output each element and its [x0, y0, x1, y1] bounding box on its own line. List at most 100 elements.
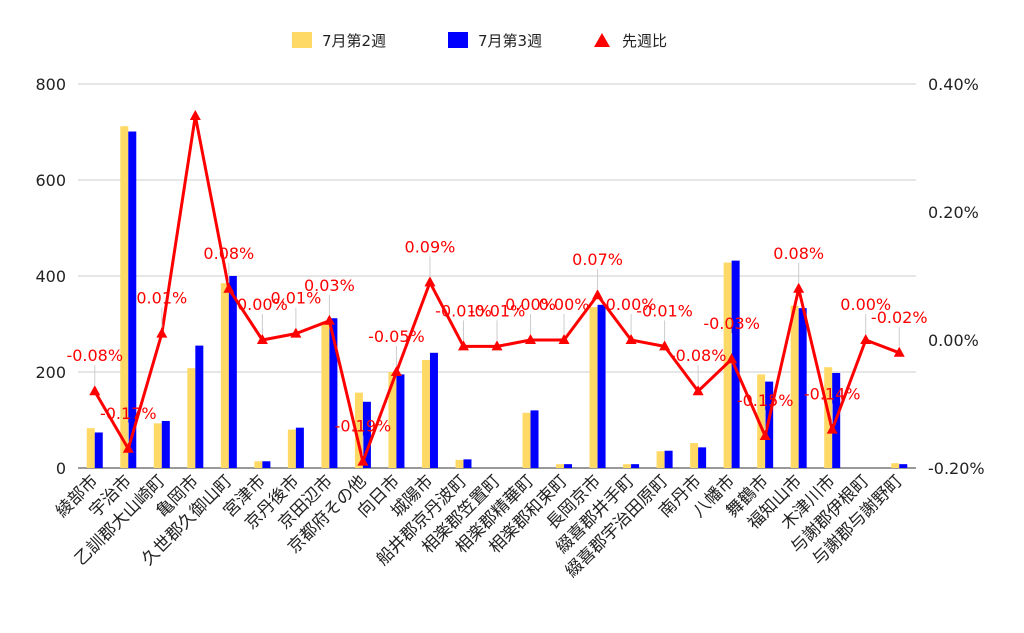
bar-week2 [354, 392, 363, 468]
ratio-data-label: -0.17% [100, 404, 157, 423]
bar-week2 [656, 451, 665, 468]
ratio-data-label: 0.08% [203, 244, 254, 263]
ratio-data-label: -0.14% [804, 385, 861, 404]
y-left-tick-label: 0 [56, 459, 66, 478]
bar-week3 [128, 131, 137, 468]
bar-week2 [522, 412, 531, 468]
ratio-point [625, 334, 637, 344]
legend: 7月第2週 7月第3週 先週比 [292, 32, 667, 50]
bar-week2 [723, 262, 732, 468]
ratio-data-label: -0.03% [703, 314, 760, 333]
ratio-data-label: -0.01% [469, 301, 526, 320]
ratio-data-label: -0.05% [368, 327, 425, 346]
ratio-point [357, 455, 369, 466]
ratio-point [89, 385, 101, 396]
ratio-data-label: 0.00% [840, 295, 891, 314]
bar-week3 [429, 352, 438, 468]
ratio-point [424, 276, 436, 287]
ratio-data-label: -0.01% [435, 301, 492, 320]
bar-week3 [731, 260, 740, 468]
bar-week3 [295, 427, 304, 468]
ratio-data-label: 0.00% [606, 295, 657, 314]
legend-swatch-week2 [292, 32, 312, 48]
bar-week2 [623, 464, 632, 468]
axes: 0200400600800-0.20%0.00%0.20%0.40%綾部市宇治市… [35, 75, 984, 582]
legend-label: 7月第3週 [478, 32, 542, 50]
ratio-data-label: -0.08% [670, 346, 727, 365]
bar-week3 [396, 374, 405, 468]
bar-week2 [187, 368, 196, 468]
ratio-data-label: -0.15% [737, 391, 794, 410]
ratio-point [390, 366, 402, 376]
y-right-tick-label: -0.20% [928, 459, 985, 478]
bar-week2 [589, 307, 598, 468]
ratio-point [457, 340, 469, 351]
bar-week2 [690, 443, 699, 468]
bar-week2 [421, 360, 430, 468]
legend-swatch-week3 [448, 32, 468, 48]
ratio-point [491, 340, 503, 351]
bar-week2 [86, 428, 95, 468]
ratio-point [558, 334, 570, 344]
bar-week3 [262, 461, 271, 468]
ratio-data-label: 0.08% [773, 244, 824, 263]
ratio-point [726, 353, 738, 364]
bar-week2 [455, 459, 464, 468]
bar-week3 [228, 276, 237, 468]
bar-week3 [463, 459, 472, 468]
ratio-data-label: 0.03% [304, 276, 355, 295]
y-right-tick-label: 0.00% [928, 331, 979, 350]
bar-week2 [254, 461, 263, 468]
bar-week2 [891, 463, 900, 468]
bar-week2 [153, 423, 162, 468]
bar-week2 [321, 321, 330, 468]
y-left-tick-label: 400 [35, 267, 66, 286]
legend-label: 7月第2週 [322, 32, 386, 50]
ratio-data-label: -0.01% [636, 301, 693, 320]
bar-week3 [798, 308, 807, 468]
ratio-data-label: 0.07% [572, 250, 623, 269]
bar-week3 [899, 464, 908, 468]
bar-week2 [120, 126, 129, 469]
bar-week3 [329, 318, 338, 468]
bar-week3 [597, 304, 606, 468]
ratio-data-label: -0.08% [66, 346, 123, 365]
y-left-tick-label: 600 [35, 171, 66, 190]
ratio-data-label: 0.00% [505, 295, 556, 314]
ratio-data-label: 0.09% [405, 237, 456, 256]
ratio-point [793, 282, 805, 293]
y-right-tick-label: 0.40% [928, 75, 979, 94]
ratio-point [893, 346, 905, 357]
ratio-data-label: 0.00% [539, 295, 590, 314]
bar-week2 [220, 283, 229, 468]
ratio-data-label: 0.00% [237, 295, 288, 314]
bar-week3 [631, 464, 640, 468]
legend-swatch-ratio [594, 33, 610, 47]
bar-week3 [698, 447, 707, 468]
ratio-point [759, 430, 771, 440]
ratio-point [525, 334, 537, 344]
ratio-point [223, 282, 235, 293]
bar-week3 [564, 464, 573, 468]
ratio-point [860, 334, 872, 344]
ratio-line [89, 110, 905, 466]
bar-week3 [362, 401, 371, 468]
ratio-point [156, 327, 168, 338]
bar-week3 [195, 345, 204, 468]
y-left-tick-label: 800 [35, 75, 66, 94]
y-right-tick-label: 0.20% [928, 203, 979, 222]
ratio-point [826, 423, 838, 434]
grid-lines [78, 83, 916, 469]
bar-week2 [287, 429, 296, 468]
legend-label: 先週比 [622, 32, 667, 50]
bar-week2 [556, 464, 565, 468]
ratio-data-label: 0.01% [270, 289, 321, 308]
ratio-data-label: -0.02% [871, 308, 928, 327]
bar-week3 [94, 432, 103, 468]
ratio-point [122, 442, 134, 453]
bar-week2 [790, 305, 799, 468]
bar-week2 [757, 374, 766, 468]
data-labels: -0.08%-0.17%0.01%0.08%0.00%0.01%0.03%-0.… [66, 237, 928, 456]
